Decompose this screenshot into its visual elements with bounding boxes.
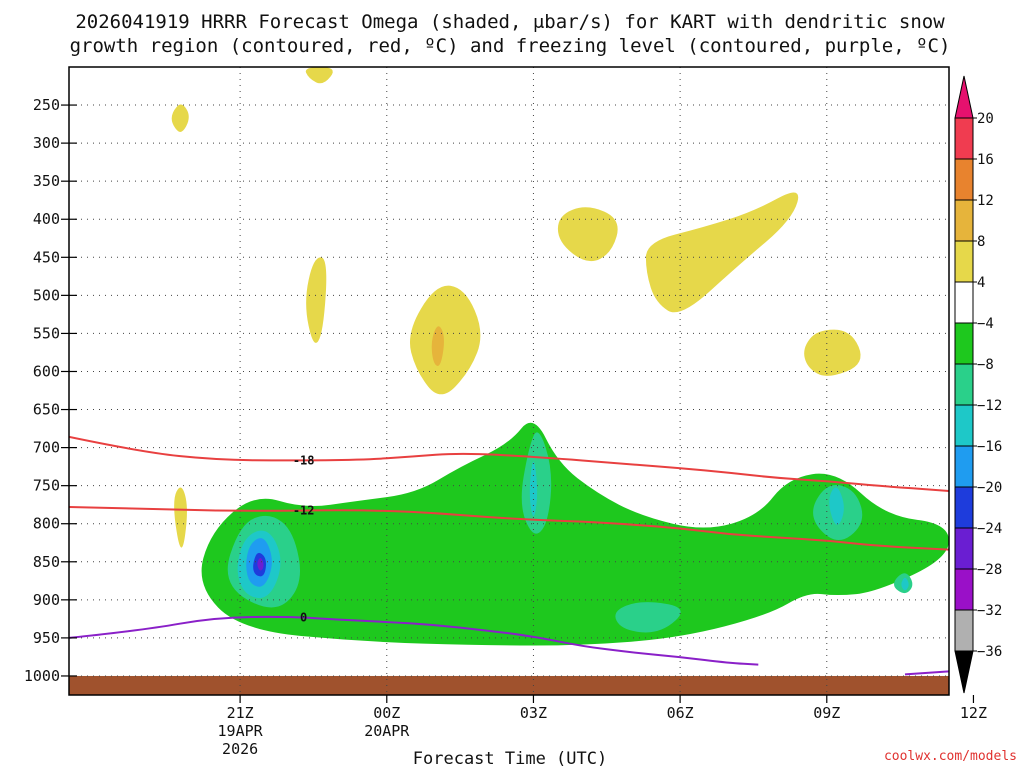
x-tick-label: 20APR	[364, 722, 410, 740]
colorbar-under-triangle	[954, 650, 974, 694]
x-tick-label: 19APR	[218, 722, 264, 740]
colorbar-label: 8	[977, 234, 985, 250]
shade-green-upper-spire	[308, 76, 360, 158]
colorbar-label: −16	[977, 439, 1002, 455]
shade-yellow-center	[409, 285, 481, 395]
shade-blue-center	[529, 461, 538, 517]
contour-freezing-level-2	[904, 670, 949, 676]
y-tick-label: 300	[33, 134, 60, 152]
y-tick-label: 250	[33, 96, 60, 114]
contour-label-dgz-minus18: -18	[293, 453, 315, 467]
contour-lines: -18 -12 0	[69, 435, 949, 676]
y-tick-label: 500	[33, 286, 60, 304]
shade-green-mid-blob	[318, 376, 390, 465]
colorbar-swatch	[954, 363, 974, 406]
ground-layer	[69, 675, 949, 695]
x-tick-label: 00Z	[373, 704, 400, 722]
shade-yellow-mid-left	[306, 257, 327, 343]
y-tick-label: 450	[33, 248, 60, 266]
colorbar-swatch	[954, 199, 974, 242]
colorbar-swatch	[954, 404, 974, 447]
colorbar-label: 20	[977, 111, 994, 127]
shade-yellow-right-large	[645, 192, 799, 313]
colorbar-swatch	[954, 240, 974, 283]
colorbar-label: −28	[977, 562, 1002, 578]
colorbar: 20 16 12 8 4 −4 −8 −12 −16 −20 −24 −28 −32 −36	[954, 75, 1002, 694]
colorbar-label: −24	[977, 521, 1002, 537]
omega-shading	[171, 67, 949, 676]
shade-yellow-center-upper	[557, 207, 618, 262]
shade-yellow-low-left	[174, 487, 187, 548]
shade-green-top-center	[569, 84, 596, 121]
y-tick-label: 700	[33, 439, 60, 457]
shade-violet-core	[257, 557, 264, 571]
colorbar-label: −12	[977, 398, 1002, 414]
shade-green-right-mid	[812, 213, 838, 250]
colorbar-swatch	[954, 527, 974, 570]
contour-label-freezing-level: 0	[300, 611, 307, 625]
y-tick-label: 950	[33, 629, 60, 647]
y-tick-label: 1000	[24, 667, 60, 685]
colorbar-swatch	[954, 568, 974, 611]
y-tick-label: 550	[33, 324, 60, 342]
colorbar-label: 16	[977, 152, 994, 168]
shade-yellow-right-low	[804, 329, 861, 376]
colorbar-label: 12	[977, 193, 994, 209]
shade-teal-low-band	[201, 422, 949, 646]
colorbar-swatch	[954, 609, 974, 652]
x-tick-label: 06Z	[667, 704, 694, 722]
colorbar-label: 4	[977, 275, 985, 291]
colorbar-swatch	[954, 158, 974, 201]
shade-green-mid-upper	[436, 148, 473, 200]
contour-dgz-minus12	[69, 506, 949, 551]
x-tick-label: 09Z	[813, 704, 840, 722]
plot-frame	[68, 66, 950, 696]
colorbar-label: −8	[977, 357, 994, 373]
shade-orange-mid-left	[431, 326, 444, 367]
colorbar-swatch	[954, 445, 974, 488]
x-tick-label: 2026	[222, 740, 258, 758]
y-tick-label: 650	[33, 401, 60, 419]
colorbar-label: −32	[977, 603, 1002, 619]
colorbar-over-triangle	[954, 75, 974, 119]
shade-cyan-center-low	[615, 602, 681, 633]
y-tick-label: 800	[33, 515, 60, 533]
contour-dgz-minus18	[69, 435, 949, 492]
y-axis: 250 300 350 400 450 500 550 600 650 700 750 800 850 9…	[24, 96, 77, 685]
x-tick-label: 03Z	[520, 704, 547, 722]
y-tick-label: 600	[33, 362, 60, 380]
ground-fill	[69, 675, 949, 695]
x-axis-label: Forecast Time (UTC)	[413, 749, 607, 768]
shade-yellow-upper-left	[171, 104, 189, 132]
chart-title-line2: growth region (contoured, red, ºC) and f…	[70, 35, 951, 57]
colorbar-swatch	[954, 117, 974, 160]
credit-text: coolwx.com/models	[884, 749, 1017, 764]
colorbar-swatch	[954, 281, 974, 324]
chart-title-line1: 2026041919 HRRR Forecast Omega (shaded, …	[75, 11, 945, 33]
y-tick-label: 750	[33, 477, 60, 495]
y-tick-label: 850	[33, 553, 60, 571]
shade-blue-far-right	[901, 577, 909, 591]
colorbar-label: −4	[977, 316, 994, 332]
colorbar-swatch	[954, 486, 974, 529]
y-tick-label: 900	[33, 591, 60, 609]
shade-green-top-right	[768, 116, 786, 137]
contour-label-dgz-minus12: -12	[293, 504, 315, 518]
y-tick-label: 400	[33, 210, 60, 228]
colorbar-label: −20	[977, 480, 1002, 496]
y-tick-label: 350	[33, 172, 60, 190]
x-tick-label: 12Z	[960, 704, 987, 722]
shade-green-upper-left	[202, 288, 236, 432]
shade-yellow-top-left	[305, 67, 333, 84]
contour-freezing-level	[69, 615, 759, 666]
colorbar-label: −36	[977, 644, 1002, 660]
x-tick-label: 21Z	[227, 704, 254, 722]
colorbar-swatch	[954, 322, 974, 365]
shade-blue-right	[829, 487, 844, 525]
